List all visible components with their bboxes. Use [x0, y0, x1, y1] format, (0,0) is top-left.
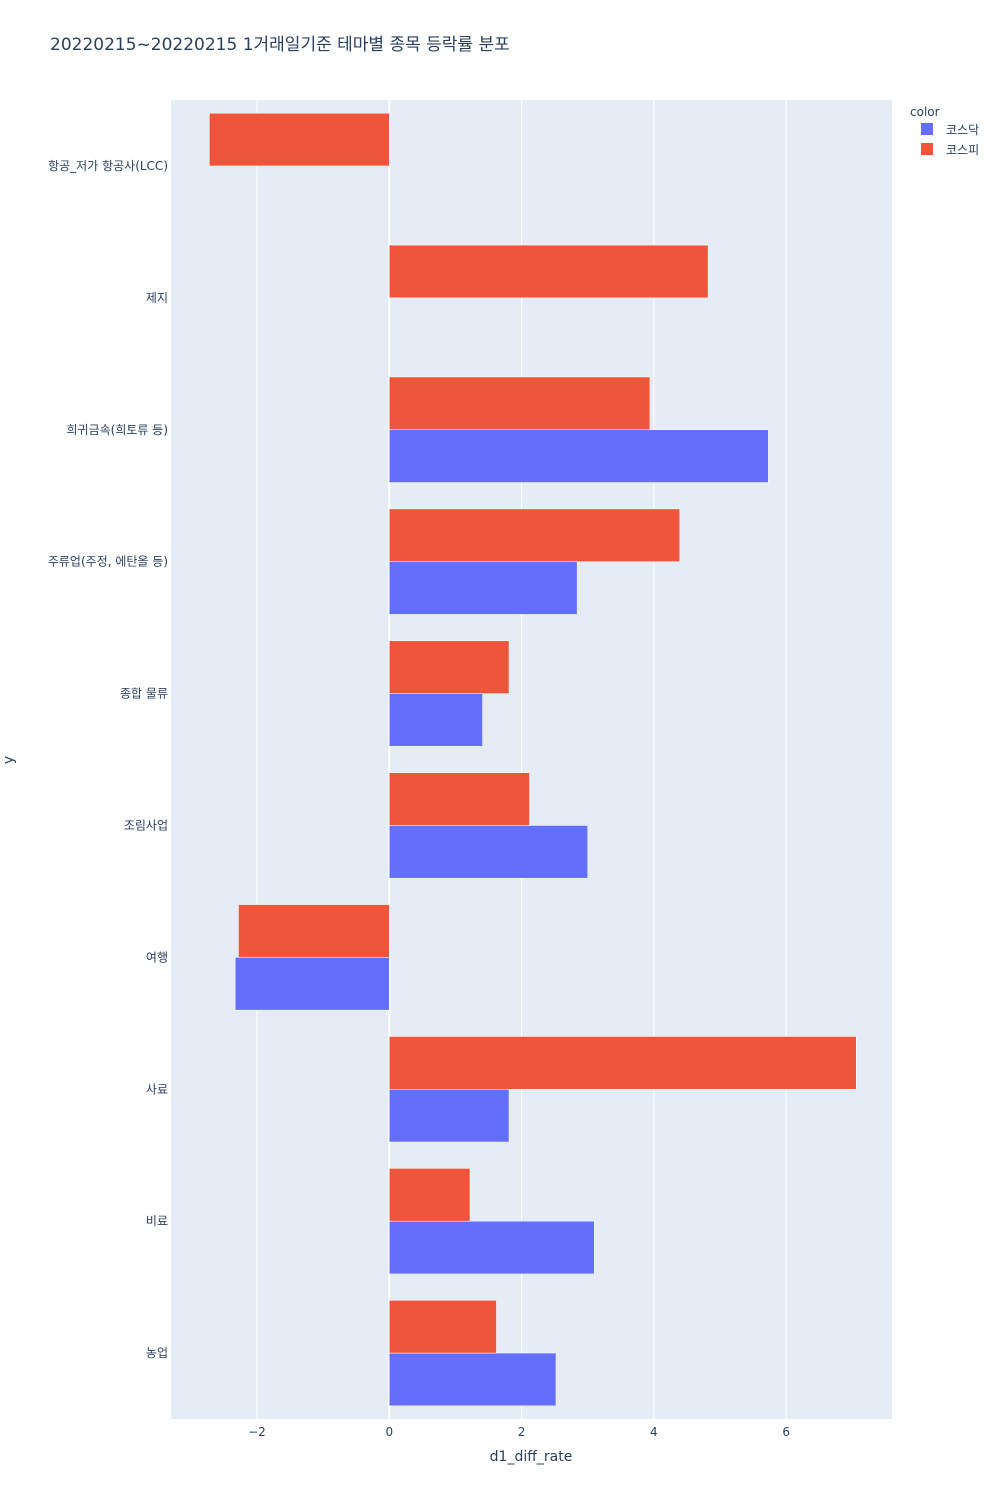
x-axis-ticks: −2 0 2 4 6 — [248, 1425, 790, 1439]
bar-kosdaq[interactable] — [389, 825, 588, 879]
y-tick-label: 항공_저가 항공사(LCC) — [48, 159, 168, 173]
y-tick-label: 종합 물류 — [120, 687, 168, 701]
legend-item-kospi[interactable]: 코스피 — [921, 143, 979, 157]
legend-swatch-kosdaq — [921, 123, 933, 135]
chart-title: 20220215~20220215 1거래일기준 테마별 종목 등락률 분포 — [50, 35, 510, 55]
bar-kospi[interactable] — [389, 640, 510, 694]
x-tick-label: −2 — [248, 1425, 266, 1439]
bar-kosdaq[interactable] — [389, 561, 578, 615]
bar-kospi[interactable] — [209, 112, 390, 167]
bar-kosdaq[interactable] — [234, 957, 390, 1011]
x-tick-label: 6 — [782, 1425, 790, 1439]
bar-kosdaq[interactable] — [389, 1089, 510, 1143]
y-tick-label: 희귀금속(희토류 등) — [67, 423, 169, 437]
bars — [209, 112, 857, 1407]
legend-label-kosdaq: 코스닥 — [946, 123, 979, 137]
y-tick-label: 비료 — [146, 1214, 168, 1228]
bar-kosdaq[interactable] — [389, 1352, 557, 1407]
legend-item-kosdaq[interactable]: 코스닥 — [921, 123, 979, 137]
bar-kospi[interactable] — [389, 1300, 497, 1354]
bar-kospi[interactable] — [389, 508, 680, 562]
x-axis-title: d1_diff_rate — [490, 1449, 573, 1465]
bar-kosdaq[interactable] — [389, 429, 769, 483]
x-tick-label: 4 — [650, 1425, 658, 1439]
bar-kospi[interactable] — [389, 376, 651, 430]
bar-kospi[interactable] — [389, 1036, 857, 1090]
y-tick-label: 여행 — [146, 949, 168, 964]
x-tick-label: 2 — [518, 1425, 526, 1439]
x-tick-label: 0 — [385, 1425, 393, 1439]
bar-kospi[interactable] — [389, 1168, 471, 1222]
legend[interactable]: color 코스닥 코스피 — [910, 105, 979, 157]
y-tick-label: 농업 — [146, 1346, 168, 1360]
y-axis-title: y — [1, 756, 17, 764]
plot-background — [171, 100, 892, 1419]
bar-kosdaq[interactable] — [389, 693, 483, 747]
legend-label-kospi: 코스피 — [946, 143, 979, 157]
legend-title: color — [910, 105, 940, 119]
y-tick-label: 제지 — [146, 291, 168, 305]
y-tick-label: 조림사업 — [124, 818, 168, 832]
y-tick-label: 사료 — [146, 1082, 168, 1096]
y-tick-label: 주류업(주정, 에탄올 등) — [48, 555, 168, 569]
legend-swatch-kospi — [921, 143, 933, 155]
bar-kospi[interactable] — [238, 904, 390, 958]
bar-kospi[interactable] — [389, 772, 530, 826]
bar-kosdaq[interactable] — [389, 1220, 595, 1275]
bar-kospi[interactable] — [389, 244, 709, 299]
